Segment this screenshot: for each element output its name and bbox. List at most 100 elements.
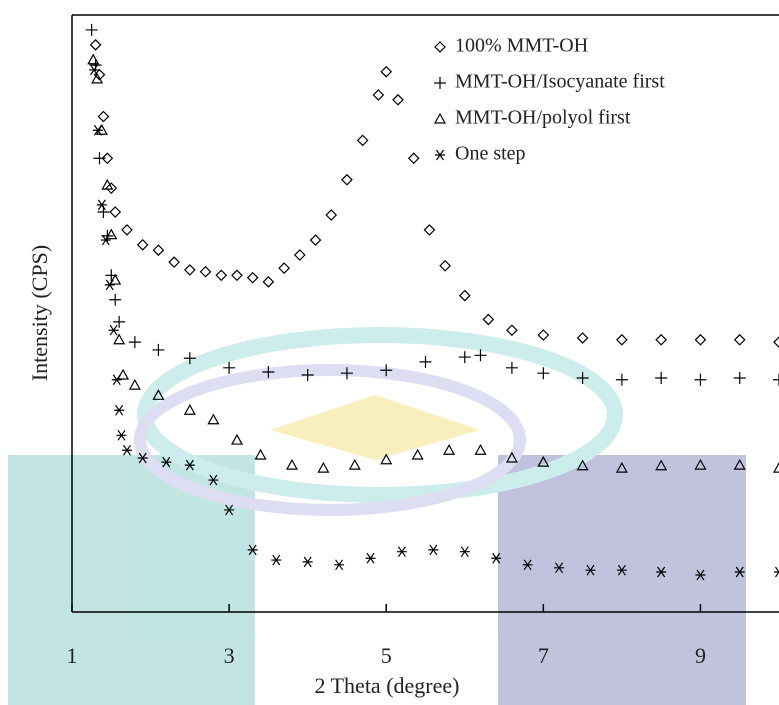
point: [113, 333, 126, 345]
point: [615, 461, 628, 473]
point: [734, 566, 745, 578]
point: [92, 124, 103, 136]
point: [271, 554, 282, 566]
legend-label: MMT-OH/Isocyanate first: [455, 71, 665, 93]
legend-marker: [435, 149, 445, 161]
point: [576, 371, 589, 384]
point: [482, 313, 495, 326]
point: [105, 228, 118, 240]
point: [419, 355, 432, 368]
point: [108, 324, 119, 336]
point: [380, 364, 393, 377]
x-tick-label: 7: [538, 643, 549, 668]
point: [474, 443, 487, 455]
point: [113, 315, 126, 328]
point: [183, 352, 196, 365]
point: [505, 451, 518, 463]
point: [774, 566, 779, 578]
point: [733, 458, 746, 470]
point: [537, 329, 550, 341]
point: [199, 265, 212, 278]
point: [302, 556, 313, 568]
point: [89, 39, 102, 51]
point: [506, 324, 518, 337]
point: [576, 332, 589, 344]
point: [105, 182, 118, 194]
point: [101, 178, 114, 190]
point: [262, 366, 275, 379]
x-axis-label: 2 Theta (degree): [315, 673, 460, 698]
point: [223, 361, 236, 374]
point: [772, 461, 779, 473]
point: [224, 504, 235, 516]
point: [348, 458, 361, 470]
point: [152, 389, 165, 400]
point: [231, 269, 243, 282]
point: [96, 199, 107, 211]
point: [104, 279, 115, 291]
point: [88, 64, 99, 76]
point: [773, 373, 779, 386]
point: [91, 72, 104, 84]
point: [537, 367, 550, 380]
point: [695, 569, 706, 581]
x-tick-label: 9: [695, 643, 706, 668]
point: [285, 458, 298, 470]
point: [423, 224, 436, 236]
point: [458, 289, 471, 302]
point: [184, 459, 195, 471]
point: [733, 333, 746, 346]
point: [392, 93, 404, 106]
point: [459, 546, 470, 558]
point: [325, 209, 338, 221]
point: [247, 544, 258, 556]
point: [278, 262, 290, 274]
point: [773, 336, 779, 349]
point: [576, 459, 589, 471]
point: [694, 373, 707, 386]
point: [114, 404, 125, 416]
legend-label: MMT-OH/polyol first: [455, 107, 631, 129]
point: [655, 371, 668, 384]
point: [109, 206, 122, 218]
point: [380, 65, 393, 78]
x-tick-label: 1: [67, 643, 78, 668]
point: [458, 351, 471, 364]
point: [365, 552, 376, 564]
watermark: [8, 327, 746, 705]
point: [137, 452, 148, 464]
point: [101, 152, 114, 165]
point: [301, 368, 314, 381]
x-tick-label: 5: [381, 643, 392, 668]
point: [121, 444, 132, 456]
point: [208, 474, 219, 486]
point: [152, 343, 165, 356]
point: [340, 367, 353, 380]
point: [407, 152, 420, 165]
point: [656, 566, 667, 578]
point: [372, 89, 385, 101]
point: [89, 59, 102, 72]
point: [585, 564, 596, 576]
point: [128, 378, 141, 390]
point: [439, 259, 451, 272]
legend-marker: [433, 112, 447, 124]
point: [733, 371, 746, 384]
point: [215, 269, 228, 282]
point: [116, 429, 127, 441]
point: [121, 224, 133, 236]
point: [97, 110, 110, 123]
point: [168, 256, 180, 269]
point: [183, 403, 196, 415]
point: [111, 374, 122, 386]
point: [93, 152, 106, 165]
point: [380, 453, 393, 465]
point: [254, 448, 267, 460]
point: [100, 234, 111, 246]
point: [207, 413, 220, 425]
point: [505, 361, 518, 374]
point: [161, 456, 172, 468]
point: [85, 23, 98, 36]
point: [443, 443, 456, 455]
